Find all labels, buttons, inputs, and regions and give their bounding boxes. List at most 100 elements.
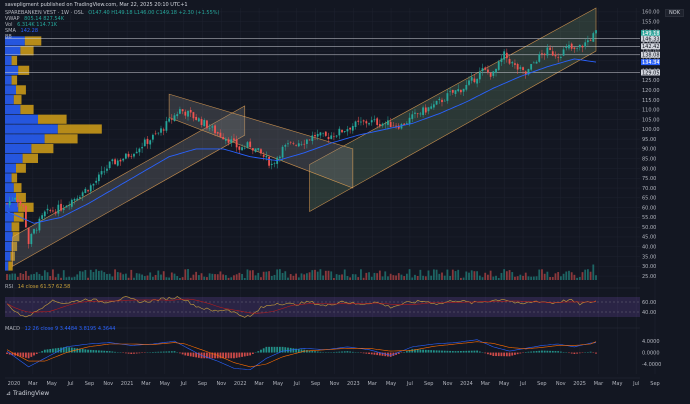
volume-profile-down-bar: [23, 154, 38, 163]
macd-histogram-bar: [260, 350, 262, 353]
macd-histogram-bar: [152, 352, 154, 353]
volume-bar: [238, 273, 240, 280]
candle-body: [147, 139, 149, 144]
volume-bar: [52, 269, 54, 280]
candle-body: [133, 154, 135, 157]
volume-bar: [168, 278, 170, 280]
volume-bar: [549, 277, 551, 280]
volume-bar: [84, 270, 86, 280]
rsi-legend[interactable]: RSI 14 close 61.57 62.58: [5, 284, 70, 290]
candle-body: [95, 181, 97, 183]
volume-bar: [357, 277, 359, 280]
price-tick-label: 55.00: [642, 215, 656, 221]
time-axis-label: Sep: [311, 381, 320, 387]
volume-bar: [479, 276, 481, 280]
candle-body: [379, 124, 381, 126]
volume-bar: [484, 273, 486, 280]
macd-legend[interactable]: MACD 12 26 close 9 3.4484 3.8195 4.3644: [5, 326, 115, 332]
macd-histogram-bar: [90, 350, 92, 353]
volume-bar: [292, 276, 294, 280]
macd-histogram-bar: [476, 351, 478, 353]
candle-body: [374, 119, 376, 120]
candle-body: [12, 200, 14, 201]
macd-histogram-bar: [436, 350, 438, 352]
volume-bar: [541, 269, 543, 280]
volume-bar: [409, 269, 411, 280]
candle-body: [74, 199, 76, 201]
volume-profile-down-bar: [25, 36, 42, 45]
macd-histogram-bar: [71, 348, 73, 353]
macd-histogram-bar: [449, 351, 451, 353]
volume-bar: [263, 272, 265, 280]
volume-bar: [590, 272, 592, 280]
volume-bar: [322, 275, 324, 280]
macd-histogram-bar: [190, 353, 192, 357]
rsi-band: [5, 297, 640, 317]
volume-bar: [187, 269, 189, 280]
candle-body: [338, 129, 340, 136]
time-axis-label: Mar: [594, 381, 604, 387]
candle-body: [233, 138, 235, 140]
macd-histogram-bar: [174, 351, 176, 352]
volume-bar: [298, 277, 300, 280]
volume-bar: [474, 271, 476, 280]
macd-histogram-bar: [595, 353, 597, 354]
volume-bar: [498, 278, 500, 280]
volume-bar: [255, 275, 257, 280]
price-label-sma: 134.34: [642, 60, 660, 66]
time-axis-label: Sep: [537, 381, 546, 387]
macd-histogram-bar: [87, 350, 89, 353]
volume-bar: [417, 276, 419, 280]
candle-body: [63, 208, 65, 210]
macd-histogram-bar: [579, 353, 581, 354]
macd-histogram-bar: [184, 353, 186, 356]
time-axis-label: Sep: [650, 381, 659, 387]
volume-bar: [301, 273, 303, 280]
candle-body: [344, 131, 346, 132]
macd-histogram-bar: [257, 351, 259, 352]
volume-bar: [122, 274, 124, 280]
volume-bar: [63, 270, 65, 280]
candle-body: [79, 197, 81, 199]
candle-body: [30, 234, 32, 244]
macd-histogram-bar: [341, 352, 343, 353]
macd-histogram-bar: [336, 352, 338, 353]
macd-histogram-bar: [41, 351, 43, 352]
volume-bar: [452, 270, 454, 280]
currency-button[interactable]: NOK: [665, 9, 684, 17]
volume-bar: [138, 274, 140, 280]
candle-body: [52, 211, 54, 212]
candle-body: [163, 129, 165, 130]
volume-bar: [79, 271, 81, 280]
candle-body: [411, 114, 413, 119]
candle-body: [457, 89, 459, 91]
candle-body: [287, 143, 289, 144]
rsi-label: RSI: [5, 284, 13, 290]
volume-bar: [74, 277, 76, 280]
bb-legend[interactable]: BB: [5, 34, 12, 40]
volume-bar: [455, 271, 457, 280]
candle-body: [568, 45, 570, 49]
volume-bar: [249, 270, 251, 280]
macd-histogram-bar: [533, 351, 535, 352]
candle-body: [265, 156, 267, 158]
tradingview-logo[interactable]: ⊿ TradingView: [6, 390, 49, 397]
macd-histogram-bar: [233, 353, 235, 359]
volume-bar: [544, 274, 546, 280]
candle-body: [144, 140, 146, 147]
time-axis-label: Jul: [406, 381, 413, 387]
volume-bar: [514, 277, 516, 280]
macd-histogram-bar: [320, 352, 322, 353]
volume-bar: [379, 271, 381, 280]
candle-body: [206, 120, 208, 128]
candle-body: [201, 119, 203, 125]
volume-profile-up-bar: [5, 134, 45, 143]
macd-histogram-bar: [457, 351, 459, 353]
volume-bar: [125, 274, 127, 280]
macd-histogram-bar: [474, 351, 476, 353]
candle-body: [474, 79, 476, 83]
volume-bar: [268, 271, 270, 280]
volume-bar: [522, 276, 524, 280]
volume-bar: [279, 269, 281, 280]
